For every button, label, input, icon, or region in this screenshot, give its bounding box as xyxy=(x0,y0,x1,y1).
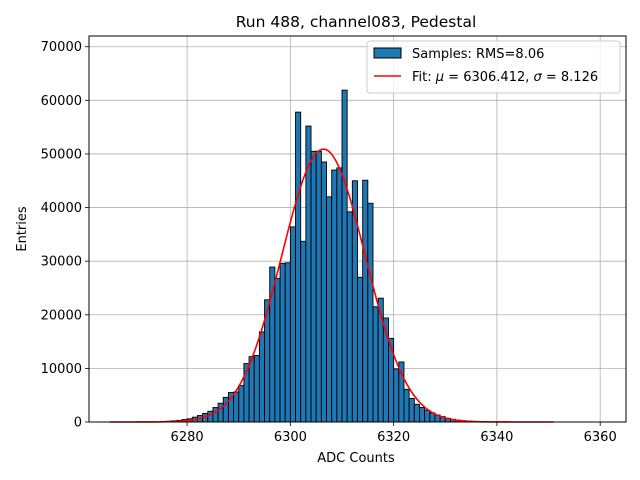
y-tick-label: 50000 xyxy=(41,147,82,162)
histogram-bar xyxy=(233,391,240,423)
histogram-bar xyxy=(238,385,245,423)
x-axis-label: ADC Counts xyxy=(317,451,395,466)
histogram-bar xyxy=(284,262,291,423)
histogram-bar xyxy=(310,150,317,423)
histogram-bar xyxy=(403,388,410,423)
histogram-bar xyxy=(362,179,369,423)
histogram-bar xyxy=(367,202,374,423)
y-axis-ticks: 0 10000 20000 30000 40000 50000 60000 70000 xyxy=(41,40,89,431)
histogram-bar xyxy=(346,211,353,423)
histogram-bar xyxy=(326,196,333,423)
chart-title: Run 488, channel083, Pedestal xyxy=(236,13,477,31)
y-tick-label: 20000 xyxy=(41,308,82,323)
histogram-bar xyxy=(300,240,307,423)
y-tick-label: 0 xyxy=(74,416,82,431)
histogram-bar xyxy=(207,410,214,423)
legend-box xyxy=(366,40,621,94)
histogram-bar xyxy=(393,368,400,423)
histogram-bar xyxy=(372,306,379,423)
histogram-bar xyxy=(289,226,296,423)
x-tick-label: 6360 xyxy=(584,430,617,445)
histogram-bar xyxy=(248,356,255,423)
histogram-bar xyxy=(331,169,338,423)
histogram-bar xyxy=(341,89,348,423)
histogram-bar xyxy=(274,277,281,423)
histogram-bar xyxy=(357,276,364,423)
x-tick-label: 6280 xyxy=(171,430,204,445)
histogram-bar xyxy=(258,331,266,423)
histogram-bar xyxy=(315,150,322,423)
histogram-bar xyxy=(320,161,327,423)
histogram-bar xyxy=(424,409,431,423)
legend-label-samples: Samples: RMS=8.06 xyxy=(412,47,544,62)
histogram-bar xyxy=(413,403,420,423)
y-tick-label: 70000 xyxy=(41,40,82,55)
x-axis-ticks: 6280 6300 6320 6340 6360 xyxy=(171,422,617,445)
histogram-bar xyxy=(253,355,260,423)
histogram-bar xyxy=(279,262,286,423)
y-tick-label: 40000 xyxy=(41,201,82,216)
plot-frame xyxy=(88,35,627,423)
y-tick-label: 60000 xyxy=(41,94,82,109)
histogram-bar xyxy=(212,407,219,423)
histogram-bar xyxy=(295,111,302,423)
x-tick-label: 6340 xyxy=(480,430,513,445)
histogram-bar xyxy=(408,397,415,423)
y-tick-label: 10000 xyxy=(41,362,82,377)
legend-label-fit: Fit: μ = 6306.412, σ = 8.126 xyxy=(412,70,598,85)
legend-swatch-samples xyxy=(373,47,402,59)
histogram-bar xyxy=(419,407,426,423)
x-tick-label: 6300 xyxy=(274,430,307,445)
legend: Samples: RMS=8.06 Fit: μ = 6306.412, σ =… xyxy=(366,40,621,94)
x-tick-label: 6320 xyxy=(377,430,410,445)
histogram-bar xyxy=(336,167,343,423)
y-axis-label: Entries xyxy=(15,206,30,252)
y-tick-label: 30000 xyxy=(41,255,82,270)
